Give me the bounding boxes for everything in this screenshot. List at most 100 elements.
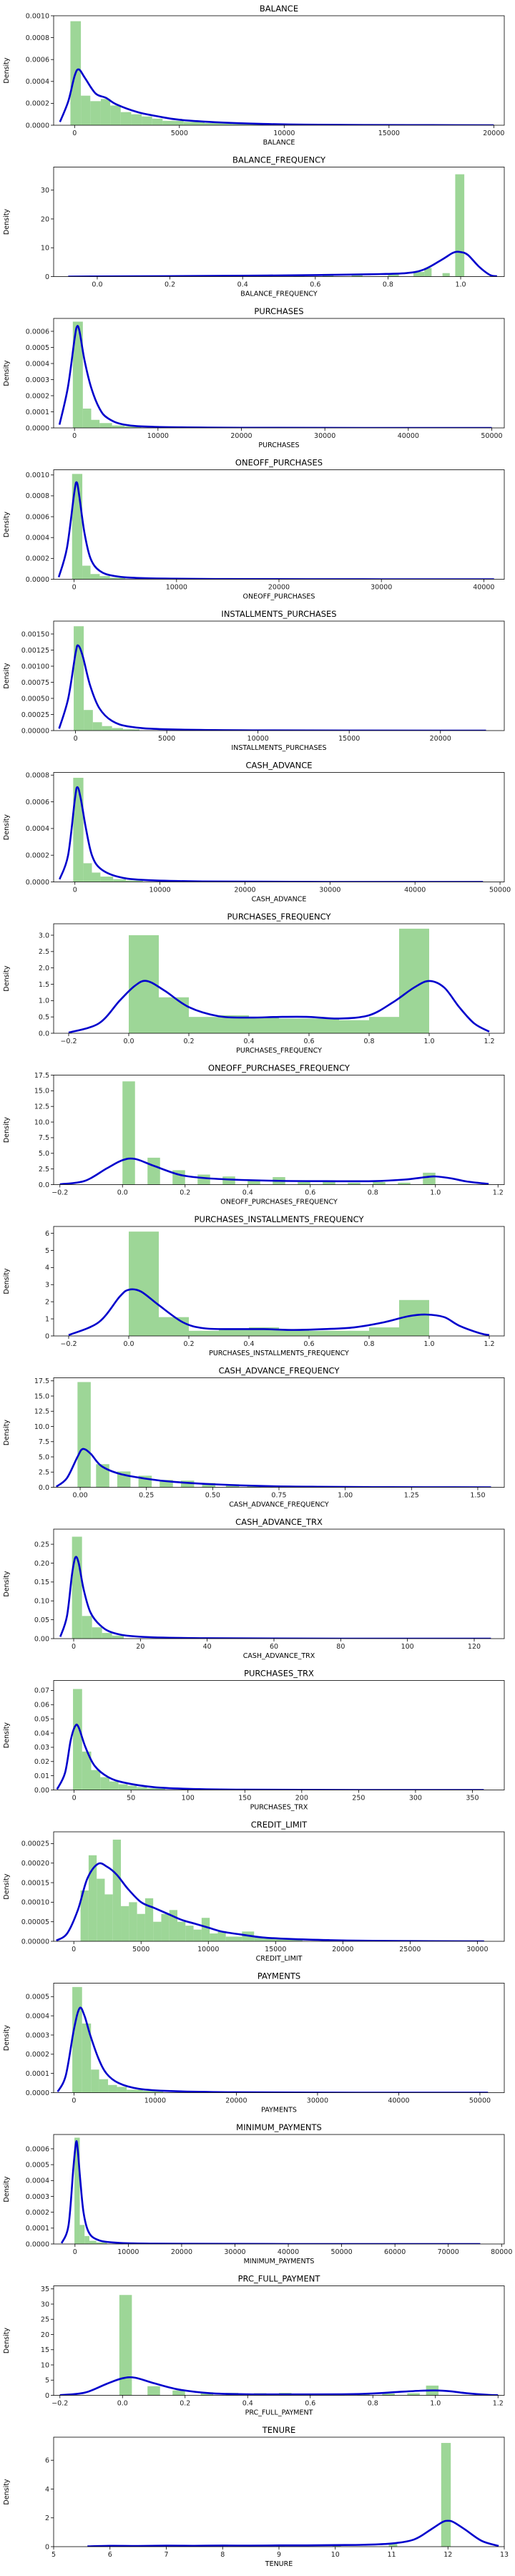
x-tick-label: 1.25 bbox=[404, 1492, 419, 1500]
histogram-bar bbox=[423, 1172, 436, 1185]
x-tick-label: 0.6 bbox=[310, 281, 320, 289]
histogram-bar bbox=[142, 2090, 164, 2093]
histogram-bar bbox=[202, 1483, 216, 1488]
chart-title: CASH_ADVANCE_FREQUENCY bbox=[219, 1366, 340, 1376]
chart-title: CASH_ADVANCE_TRX bbox=[235, 1517, 323, 1527]
y-tick-label: 0.03 bbox=[34, 1744, 49, 1752]
x-tick-label: 60 bbox=[270, 1643, 278, 1651]
y-tick-label: 0.00050 bbox=[21, 695, 49, 703]
histogram-bar bbox=[147, 1788, 165, 1790]
x-tick-label: 80000 bbox=[491, 2248, 512, 2256]
x-tick-label: 1.50 bbox=[470, 1492, 485, 1500]
axes-frame bbox=[53, 1226, 505, 1337]
plot-area bbox=[68, 1231, 490, 1336]
histogram-bar bbox=[217, 1931, 226, 1941]
histogram-bar bbox=[82, 2023, 92, 2093]
x-tick-label: 0.0 bbox=[117, 2400, 128, 2408]
y-tick-label: 12.5 bbox=[34, 1408, 49, 1416]
histogram-bar bbox=[72, 1986, 82, 2093]
x-tick-label: 10000 bbox=[247, 735, 269, 743]
x-tick-label: 9 bbox=[277, 2551, 281, 2559]
histogram-bar bbox=[102, 726, 112, 731]
x-tick-label: 0.4 bbox=[237, 281, 248, 289]
y-tick-label: 25 bbox=[41, 2316, 49, 2324]
y-tick-label: 0.0005 bbox=[26, 344, 49, 352]
kde-curve bbox=[68, 250, 498, 277]
y-axis-label: Density bbox=[3, 1117, 11, 1143]
x-tick-label: 0.4 bbox=[242, 2400, 253, 2408]
y-tick-label: 6 bbox=[45, 2457, 49, 2465]
y-tick-label: 0 bbox=[45, 273, 49, 281]
histogram-bar bbox=[80, 1890, 89, 1941]
x-tick-label: 30000 bbox=[319, 887, 340, 894]
x-tick-label: 10000 bbox=[197, 1946, 219, 1953]
x-tick-label: 15000 bbox=[378, 130, 400, 137]
chart-title: ONEOFF_PURCHASES_FREQUENCY bbox=[208, 1063, 350, 1073]
x-tick-label: 0.6 bbox=[305, 1189, 315, 1197]
histogram-bar bbox=[90, 574, 100, 580]
x-tick-label: 0.8 bbox=[383, 281, 393, 289]
y-tick-label: 0.00005 bbox=[21, 1918, 49, 1926]
histogram-bar bbox=[137, 1913, 145, 1941]
plot-area bbox=[58, 626, 486, 731]
x-axis-label: INSTALLMENTS_PURCHASES bbox=[231, 744, 326, 752]
y-tick-label: 0.05 bbox=[34, 1616, 49, 1624]
y-tick-label: 6 bbox=[45, 1230, 49, 1238]
histogram-bar bbox=[142, 116, 152, 125]
y-tick-label: 0.00125 bbox=[21, 647, 49, 655]
subplot-credit-limit: 0 5000 10000 15000 20000 25000 30000 0.00000 0.0… bbox=[3, 1820, 505, 1963]
y-tick-label: 17.5 bbox=[34, 1072, 49, 1080]
plot-area bbox=[68, 174, 498, 277]
x-tick-label: −0.2 bbox=[60, 1340, 77, 1348]
histogram-bar bbox=[72, 1536, 82, 1639]
y-tick-label: 2.0 bbox=[39, 965, 49, 972]
x-tick-label: 0.2 bbox=[183, 1340, 194, 1348]
histogram-bar bbox=[109, 577, 126, 580]
histogram-bar bbox=[104, 1894, 113, 1941]
chart-title: CASH_ADVANCE bbox=[245, 761, 312, 771]
chart-title: BALANCE bbox=[260, 4, 298, 14]
y-tick-label: 0.5 bbox=[39, 1013, 49, 1021]
y-tick-label: 1 bbox=[45, 1315, 49, 1323]
chart-title: CREDIT_LIMIT bbox=[251, 1820, 308, 1830]
kde-curve bbox=[59, 1157, 489, 1185]
x-tick-label: 50000 bbox=[469, 2097, 491, 2105]
y-tick-label: 7.5 bbox=[39, 1438, 49, 1446]
chart-title: MINIMUM_PAYMENTS bbox=[236, 2122, 322, 2132]
y-tick-label: 5 bbox=[45, 2377, 49, 2385]
histogram-bar bbox=[172, 2390, 185, 2396]
y-tick-label: 0.0000 bbox=[26, 576, 49, 584]
y-tick-label: 0 bbox=[45, 2543, 49, 2551]
histogram-bar bbox=[254, 1937, 276, 1941]
y-tick-label: 5.0 bbox=[39, 1150, 49, 1158]
histogram-bar bbox=[122, 729, 139, 731]
y-tick-label: 0.0003 bbox=[26, 376, 49, 384]
x-tick-label: −0.2 bbox=[52, 1189, 68, 1197]
histogram-bar bbox=[298, 1182, 310, 1185]
y-axis-label: Density bbox=[3, 1873, 11, 1899]
axes-frame bbox=[53, 1377, 505, 1488]
x-tick-label: −0.2 bbox=[52, 2400, 68, 2408]
subplot-oneoff-purchases-frequency: −0.2 0.0 0.2 0.4 0.6 0.8 1.0 1.20.02.55.07.510.… bbox=[3, 1063, 505, 1206]
histogram-bar bbox=[126, 880, 143, 882]
histogram-bar bbox=[112, 425, 125, 428]
histogram-bar bbox=[109, 1781, 119, 1790]
y-tick-label: 0.0008 bbox=[26, 492, 49, 500]
plot-area bbox=[57, 1986, 489, 2093]
x-tick-label: 30000 bbox=[224, 2248, 245, 2256]
kde-curve bbox=[59, 786, 484, 882]
x-tick-label: 250 bbox=[352, 1795, 365, 1802]
x-tick-label: 300 bbox=[409, 1795, 422, 1802]
histogram-bar bbox=[129, 1231, 159, 1336]
x-tick-label: 0.25 bbox=[139, 1492, 154, 1500]
histogram-bar bbox=[169, 1910, 178, 1941]
y-tick-label: 0.02 bbox=[34, 1758, 49, 1766]
x-tick-label: 20000 bbox=[225, 2097, 247, 2105]
x-axis-label: BALANCE_FREQUENCY bbox=[240, 291, 318, 298]
histogram-bar bbox=[118, 1784, 128, 1790]
x-axis-label: PURCHASES bbox=[258, 441, 299, 449]
histogram-bar bbox=[73, 1689, 82, 1790]
y-tick-label: 2 bbox=[45, 2514, 49, 2522]
y-tick-label: 0.0006 bbox=[26, 57, 49, 64]
histogram-bar bbox=[137, 1787, 147, 1790]
